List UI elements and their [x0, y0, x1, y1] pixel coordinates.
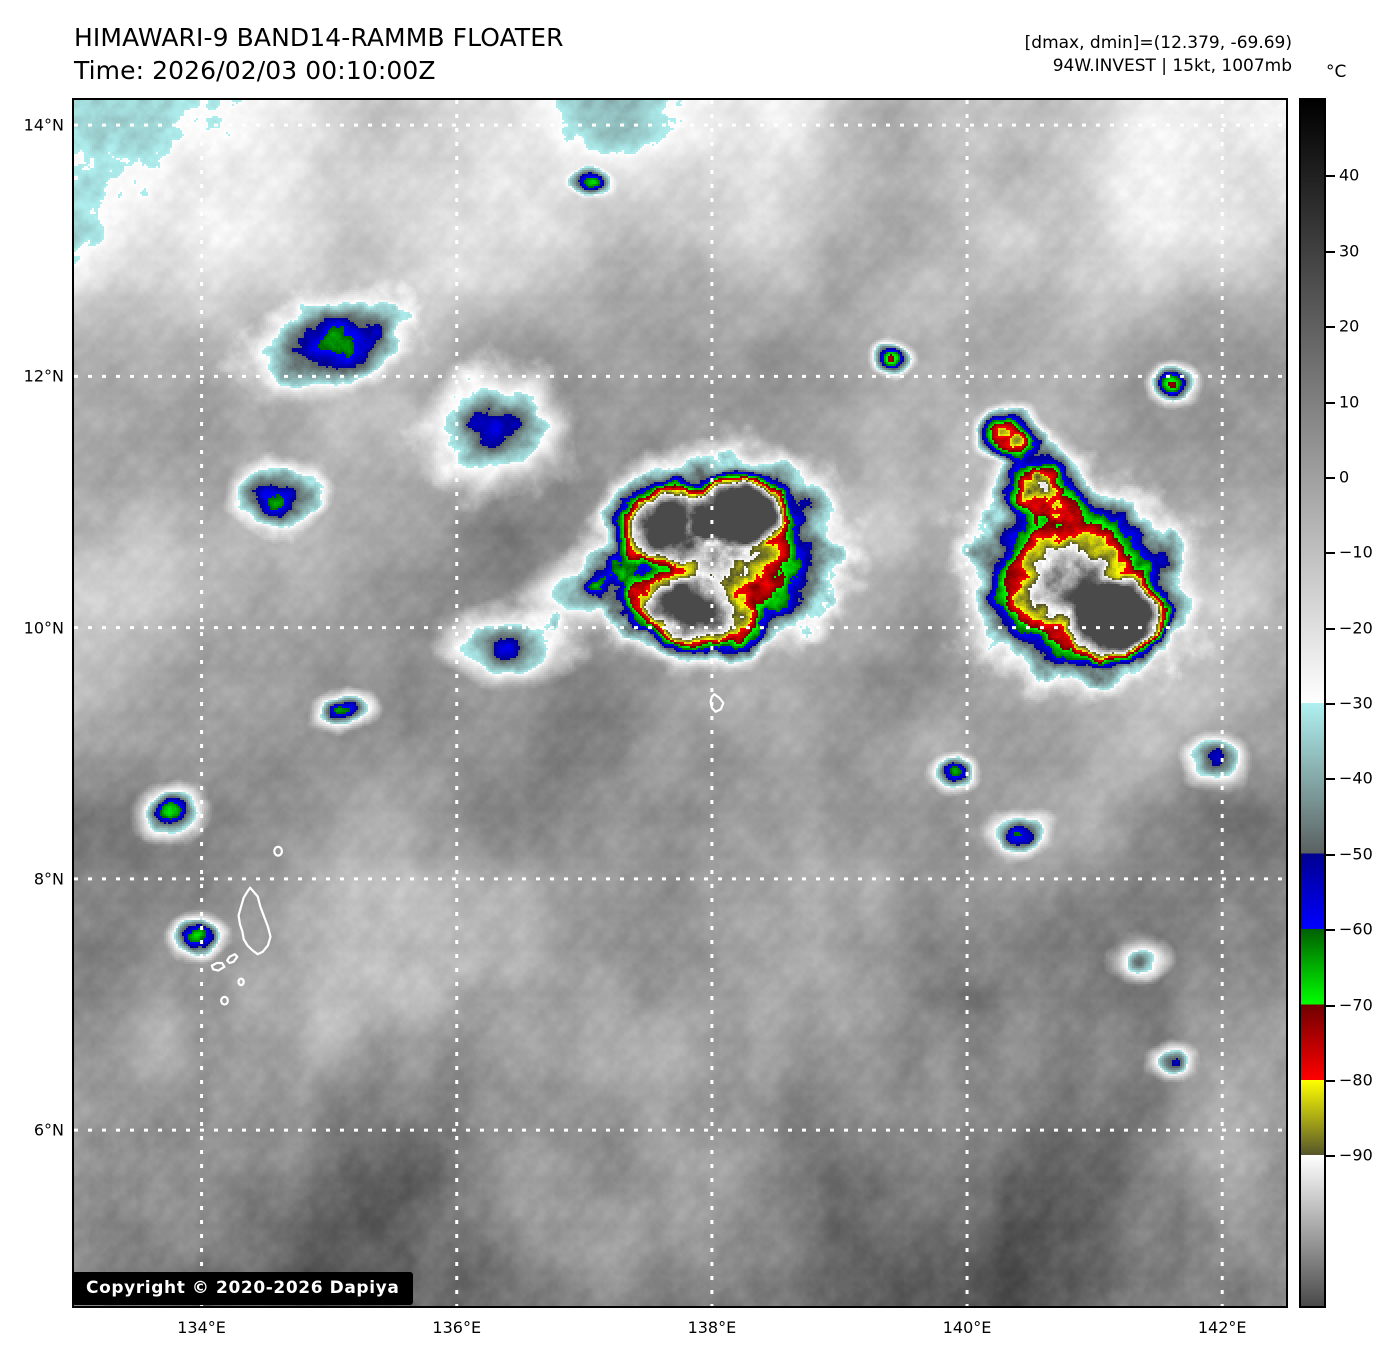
satellite-ir-imagery: [74, 100, 1286, 1306]
x-axis-tick-label: 142°E: [1197, 1318, 1247, 1337]
colorbar-tick-label: 40: [1339, 165, 1360, 185]
colorbar-tick-label: −10: [1339, 542, 1373, 562]
colorbar-tick-label: −40: [1339, 768, 1373, 788]
title-block: HIMAWARI-9 BAND14-RAMMB FLOATER Time: 20…: [74, 22, 564, 87]
colorbar-unit-label: °C: [1326, 62, 1347, 82]
colorbar-tick-label: −30: [1339, 693, 1373, 713]
colorbar-tick-mark: [1326, 929, 1335, 932]
colorbar-tick-mark: [1326, 703, 1335, 705]
y-axis-tick-label: 12°N: [23, 366, 64, 386]
colorbar-tick-mark: [1326, 1004, 1335, 1007]
metadata-block: [dmax, dmin]=(12.379, -69.69) 94W.INVEST…: [1025, 32, 1292, 78]
y-axis-tick-label: 8°N: [33, 869, 64, 889]
colorbar-tick-label: 0: [1339, 467, 1350, 487]
y-axis-tick-label: 6°N: [33, 1120, 64, 1140]
colorbar-tick-mark: [1326, 401, 1335, 404]
storm-info-label: 94W.INVEST | 15kt, 1007mb: [1052, 55, 1292, 76]
colorbar-tick-label: −90: [1339, 1145, 1373, 1165]
colorbar-tick-label: −60: [1339, 919, 1373, 939]
y-axis-tick-label: 14°N: [23, 115, 64, 135]
colorbar-tick-mark: [1326, 853, 1335, 856]
colorbar-tick-mark: [1326, 627, 1335, 630]
colorbar-tick-label: 10: [1339, 392, 1360, 411]
colorbar-tick-mark: [1326, 250, 1335, 253]
colorbar-tick-label: 20: [1339, 316, 1360, 336]
colorbar-tick-mark: [1326, 326, 1335, 329]
y-axis-tick-label: 10°N: [23, 618, 64, 638]
colorbar-tick-label: 30: [1339, 241, 1360, 261]
timestamp-label: Time: 2026/02/03 00:10:00Z: [74, 55, 436, 85]
colorbar-tick-mark: [1326, 476, 1335, 479]
colorbar-tick-label: −20: [1339, 618, 1373, 638]
colorbar-tick-mark: [1326, 552, 1335, 555]
colorbar-tick-label: −50: [1339, 844, 1373, 864]
temperature-colorbar[interactable]: [1299, 98, 1326, 1308]
copyright-badge: Copyright © 2020-2026 Dapiya: [72, 1272, 414, 1305]
colorbar-gradient: [1301, 100, 1324, 1306]
x-axis-tick-label: 138°E: [687, 1318, 737, 1337]
data-minmax-label: [dmax, dmin]=(12.379, -69.69): [1024, 33, 1292, 53]
colorbar-tick-mark: [1326, 778, 1335, 781]
x-axis-tick-label: 136°E: [432, 1318, 482, 1337]
x-axis-tick-label: 140°E: [942, 1318, 992, 1337]
satellite-image-plot[interactable]: [72, 98, 1288, 1308]
colorbar-tick-mark: [1326, 1155, 1335, 1158]
page-title: HIMAWARI-9 BAND14-RAMMB FLOATER: [74, 23, 564, 52]
colorbar-tick-label: −80: [1339, 1070, 1373, 1090]
colorbar-tick-mark: [1326, 175, 1335, 178]
colorbar-tick-mark: [1326, 1079, 1335, 1082]
x-axis-tick-label: 134°E: [177, 1318, 226, 1337]
colorbar-tick-label: −70: [1339, 995, 1373, 1014]
